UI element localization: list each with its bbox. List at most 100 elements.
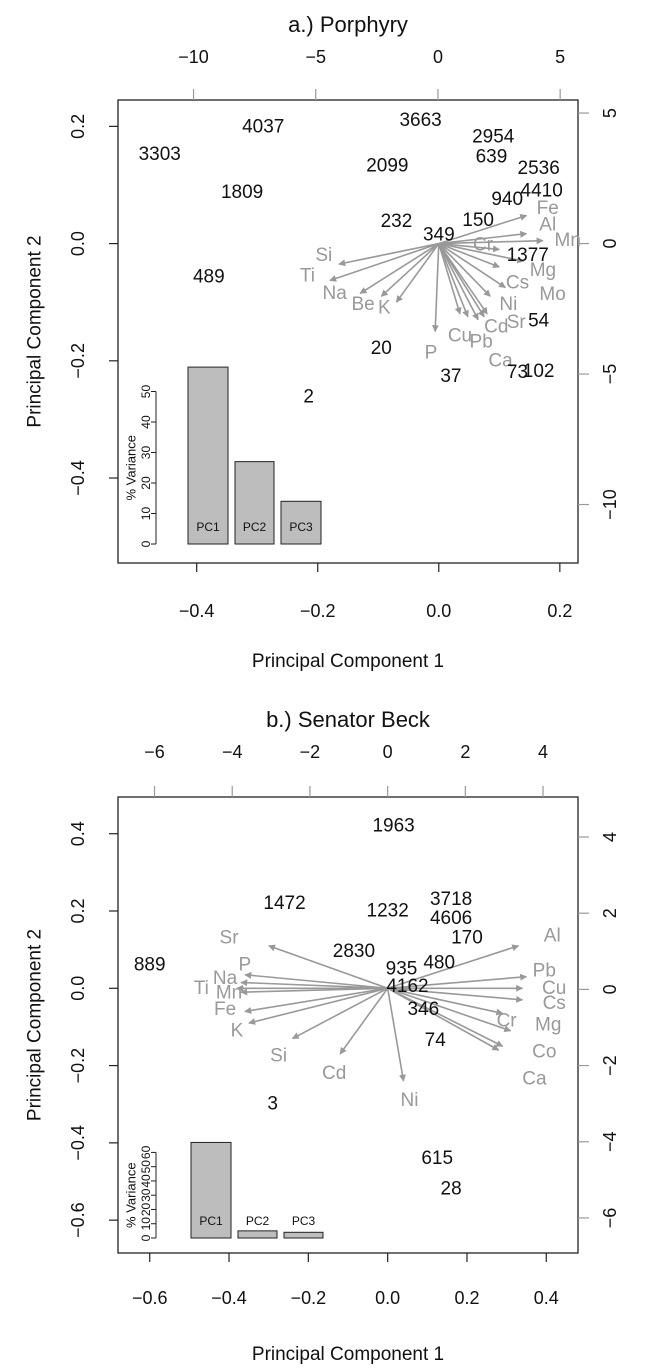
loading-label-na: Na [213, 968, 238, 989]
loading-label-sr: Sr [507, 312, 527, 333]
loading-label-ti: Ti [194, 978, 209, 999]
sample-label: 2099 [366, 156, 408, 177]
right-tick-label: −5 [600, 364, 620, 385]
sample-label: 615 [421, 1148, 453, 1169]
y-tick-label: 0.2 [68, 898, 88, 923]
sample-label: 346 [407, 999, 439, 1020]
y-axis-label: Principal Component 2 [25, 235, 46, 427]
sample-label: 1232 [367, 901, 409, 922]
loading-arrow-mo [438, 242, 506, 289]
x-tick-label: −0.2 [300, 601, 336, 621]
y-tick-label: 0.2 [68, 114, 88, 139]
inset-tick-label: 60 [139, 1145, 153, 1159]
inset-tick-label: 40 [139, 1174, 153, 1188]
x-tick-label: 0.0 [426, 601, 451, 621]
loading-arrow-ti [329, 242, 440, 282]
sample-label: 20 [371, 338, 392, 359]
sample-label: 2 [303, 387, 314, 408]
top-tick-label: 0 [433, 47, 443, 67]
loading-arrow-ca [438, 243, 479, 321]
y-axis-label: Principal Component 2 [25, 929, 46, 1121]
x-axis-label: Principal Component 1 [252, 651, 444, 672]
inset-bar-pc3 [280, 500, 322, 545]
sample-label: 1809 [221, 182, 263, 203]
y-tick-label: −0.4 [68, 1125, 88, 1161]
y-tick-label: −0.4 [68, 460, 88, 496]
loading-label-p: P [425, 343, 438, 364]
sample-label: 2536 [518, 158, 560, 179]
sample-label: 4606 [430, 908, 472, 929]
sample-label: 232 [381, 211, 413, 232]
loading-label-cs: Cs [506, 272, 529, 293]
y-tick-label: −0.2 [68, 1048, 88, 1084]
y-tick-label: 0.0 [68, 976, 88, 1001]
y-tick-label: −0.2 [68, 343, 88, 379]
loading-arrow-cd [339, 987, 389, 1055]
x-tick-label: −0.4 [211, 1288, 247, 1308]
loading-label-al: Al [544, 926, 561, 947]
inset-bar-pc2 [237, 1230, 278, 1239]
loading-arrow-fe [438, 214, 528, 245]
loading-arrow-co [387, 987, 504, 1047]
loading-arrow-mg [438, 242, 525, 264]
loading-label-si: Si [315, 245, 332, 266]
top-tick-label: 2 [460, 742, 470, 762]
loading-arrow-cr [438, 242, 501, 253]
top-tick-label: 4 [538, 742, 548, 762]
loading-label-ni: Ni [499, 294, 517, 315]
loading-arrow-pb [387, 973, 528, 990]
sample-label: 28 [441, 1179, 462, 1200]
loading-arrow-sr [438, 243, 488, 315]
inset-bar-pc2 [234, 461, 275, 545]
loading-arrow-mn [240, 987, 388, 996]
sample-label: 1377 [507, 245, 549, 266]
inset-tick-label: 0 [139, 1234, 153, 1241]
right-tick-label: −2 [600, 1055, 620, 1076]
right-tick-label: 0 [600, 239, 620, 249]
sample-label: 940 [491, 189, 523, 210]
sample-label: 37 [440, 366, 461, 387]
right-tick-label: 4 [600, 832, 620, 842]
sample-label: 4162 [386, 976, 428, 997]
top-tick-label: −5 [305, 47, 326, 67]
sample-label: 150 [462, 210, 494, 231]
loading-label-k: K [231, 1020, 244, 1041]
loading-arrow-si [291, 987, 389, 1040]
x-tick-label: −0.4 [179, 601, 215, 621]
sample-label: 3718 [430, 889, 472, 910]
loading-arrow-be [380, 242, 440, 297]
loading-label-si: Si [270, 1045, 287, 1066]
sample-label: 2954 [472, 126, 515, 147]
loading-arrow-al [438, 230, 528, 245]
loading-arrow-k [248, 987, 388, 1025]
inset-tick-label: 30 [139, 1188, 153, 1202]
loading-arrow-ca [387, 987, 500, 1051]
sample-label: 73 [507, 362, 528, 383]
senator-beck-biplot: b.) Senator Beck −0.6 −0.4 −0.2 0.0 0.2 0.4 Pri… [25, 707, 621, 1365]
loading-label-cd: Cd [322, 1063, 346, 1084]
inset-tick-label: 40 [139, 415, 153, 429]
loading-arrow-ni [438, 243, 491, 297]
loading-arrow-si [338, 242, 439, 267]
loading-label-mn: Mn [555, 230, 581, 251]
loading-arrow-cu [438, 243, 462, 315]
x-tick-label: 0.0 [375, 1288, 400, 1308]
loading-label-cs: Cs [543, 993, 566, 1014]
loading-label-ca: Ca [522, 1069, 547, 1090]
sample-label: 3 [267, 1094, 278, 1115]
loading-label-be: Be [352, 294, 375, 315]
plot-frame [117, 796, 579, 1254]
x-tick-label: −0.6 [132, 1288, 168, 1308]
inset-tick-label: 20 [139, 1202, 153, 1216]
loading-label-mn: Mn [216, 982, 242, 1003]
loading-label-cr: Cr [473, 234, 494, 255]
y-tick-label: −0.6 [68, 1202, 88, 1238]
sample-label: 489 [193, 266, 225, 287]
loading-arrow-sr [268, 944, 388, 990]
top-tick-label: −6 [144, 742, 165, 762]
sample-label: 1963 [372, 815, 414, 836]
right-tick-label: 2 [600, 908, 620, 918]
right-tick-label: −10 [600, 489, 620, 520]
sample-label: 102 [523, 361, 555, 382]
